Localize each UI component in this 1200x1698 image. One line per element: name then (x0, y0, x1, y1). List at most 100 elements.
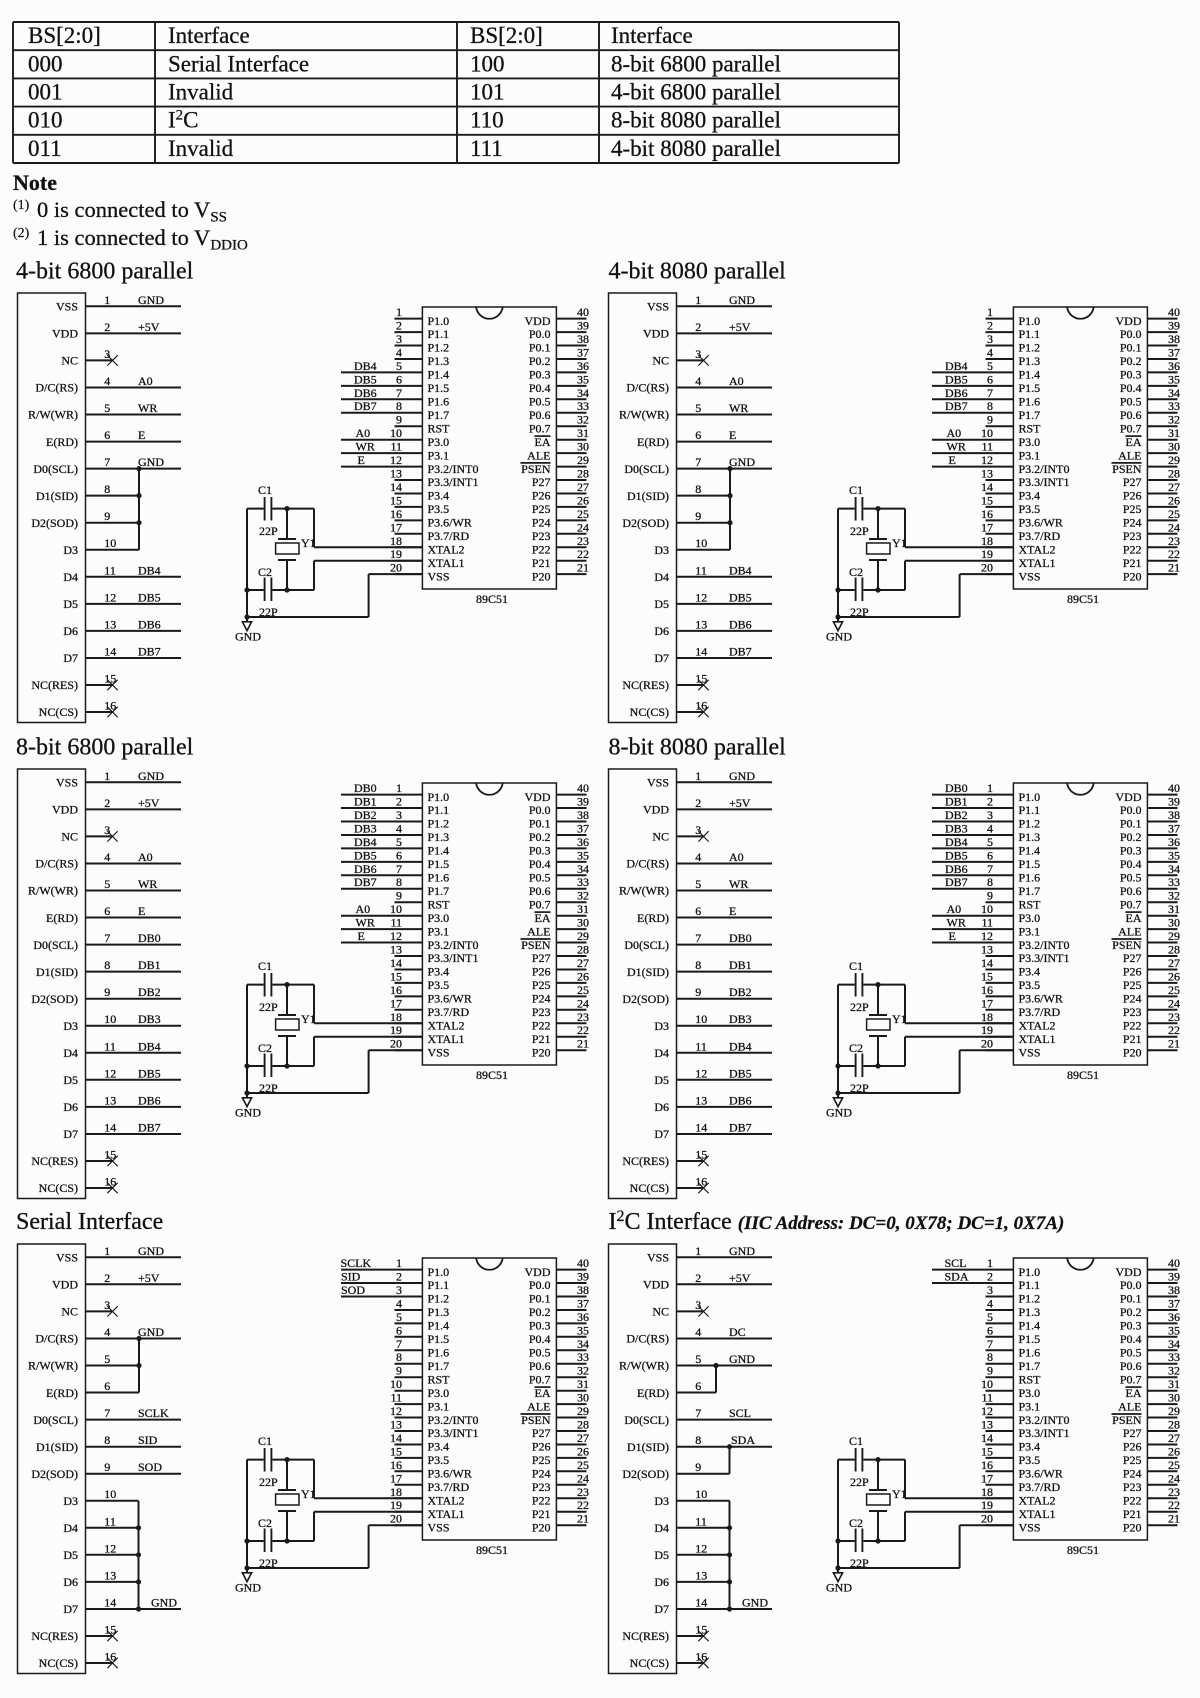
svg-text:8: 8 (396, 399, 402, 413)
svg-text:(2): (2) (13, 226, 30, 241)
svg-text:P1.6: P1.6 (428, 871, 450, 885)
svg-text:P23: P23 (1123, 1480, 1142, 1494)
svg-text:XTAL1: XTAL1 (428, 1032, 465, 1046)
svg-text:P24: P24 (1123, 1467, 1142, 1481)
svg-text:P0.7: P0.7 (1120, 897, 1142, 911)
svg-text:P21: P21 (1123, 1507, 1142, 1521)
svg-text:P3.3/INT1: P3.3/INT1 (428, 475, 479, 489)
svg-text:P3.0: P3.0 (1019, 435, 1041, 449)
svg-text:40: 40 (1168, 1256, 1180, 1270)
svg-text:D1(SID): D1(SID) (627, 965, 669, 979)
svg-text:3: 3 (104, 1298, 110, 1312)
svg-text:25: 25 (577, 983, 589, 997)
svg-text:P3.5: P3.5 (1019, 1453, 1041, 1467)
svg-text:27: 27 (1168, 956, 1180, 970)
svg-text:40: 40 (1168, 781, 1180, 795)
svg-text:DB6: DB6 (729, 1093, 752, 1107)
svg-text:7: 7 (104, 931, 110, 945)
svg-text:A0: A0 (138, 850, 153, 864)
svg-text:D6: D6 (63, 1100, 78, 1114)
svg-text:P20: P20 (1123, 1520, 1142, 1534)
svg-text:DB4: DB4 (138, 1039, 161, 1053)
svg-text:VDD: VDD (643, 803, 669, 817)
svg-text:GND: GND (826, 1106, 852, 1120)
svg-text:4: 4 (695, 850, 701, 864)
svg-text:P3.0: P3.0 (428, 911, 450, 925)
svg-text:A0: A0 (729, 850, 744, 864)
svg-text:P3.7/RD: P3.7/RD (1019, 529, 1061, 543)
svg-text:36: 36 (577, 835, 589, 849)
svg-text:P3.3/INT1: P3.3/INT1 (1019, 475, 1070, 489)
svg-text:E(RD): E(RD) (637, 911, 669, 925)
svg-text:DB7: DB7 (945, 399, 968, 413)
svg-text:36: 36 (577, 1310, 589, 1324)
svg-text:12: 12 (390, 929, 402, 943)
svg-text:P1.7: P1.7 (1019, 884, 1041, 898)
svg-text:P27: P27 (1123, 951, 1142, 965)
svg-text:P0.6: P0.6 (1120, 408, 1142, 422)
svg-text:39: 39 (1168, 319, 1180, 333)
svg-text:P0.2: P0.2 (1120, 354, 1142, 368)
svg-text:P1.6: P1.6 (428, 1346, 450, 1360)
svg-text:P1.5: P1.5 (1019, 381, 1041, 395)
svg-text:P1.4: P1.4 (1019, 844, 1041, 858)
svg-text:Serial Interface: Serial Interface (16, 1209, 163, 1235)
svg-text:24: 24 (577, 520, 589, 534)
svg-text:DB7: DB7 (138, 645, 161, 659)
svg-text:D4: D4 (654, 1521, 669, 1535)
svg-text:27: 27 (577, 480, 589, 494)
svg-text:DB7: DB7 (354, 399, 377, 413)
svg-text:3: 3 (695, 823, 701, 837)
svg-text:5: 5 (104, 1352, 110, 1366)
svg-text:DB6: DB6 (138, 1093, 161, 1107)
svg-text:P3.5: P3.5 (1019, 978, 1041, 992)
svg-text:11: 11 (695, 1039, 707, 1053)
svg-text:WR: WR (729, 401, 748, 415)
svg-text:D7: D7 (63, 1127, 78, 1141)
svg-text:P1.5: P1.5 (1019, 857, 1041, 871)
svg-text:4: 4 (987, 822, 993, 836)
svg-text:(1): (1) (13, 198, 30, 213)
svg-text:34: 34 (1168, 386, 1180, 400)
svg-text:29: 29 (1168, 1404, 1180, 1418)
svg-text:DB7: DB7 (138, 1121, 161, 1135)
svg-text:13: 13 (981, 943, 993, 957)
svg-text:P1.1: P1.1 (428, 803, 450, 817)
svg-text:R/W(WR): R/W(WR) (619, 408, 669, 422)
svg-text:33: 33 (577, 875, 589, 889)
svg-text:15: 15 (390, 969, 402, 983)
svg-text:P0.7: P0.7 (529, 1372, 551, 1386)
svg-text:P25: P25 (532, 1453, 551, 1467)
svg-text:VSS: VSS (56, 776, 78, 790)
svg-text:22P: 22P (850, 1081, 869, 1095)
svg-text:7: 7 (104, 455, 110, 469)
svg-text:GND: GND (729, 1244, 755, 1258)
svg-text:PSEN: PSEN (521, 1413, 551, 1427)
svg-text:2: 2 (987, 795, 993, 809)
svg-text:6: 6 (104, 428, 110, 442)
svg-text:DC: DC (729, 1325, 746, 1339)
svg-text:P22: P22 (532, 1019, 551, 1033)
svg-text:WR: WR (356, 916, 375, 930)
svg-text:18: 18 (390, 1010, 402, 1024)
svg-text:7: 7 (396, 1337, 402, 1351)
svg-text:16: 16 (104, 699, 116, 713)
svg-text:XTAL1: XTAL1 (428, 556, 465, 570)
svg-text:8: 8 (695, 958, 701, 972)
svg-text:D/C(RS): D/C(RS) (626, 857, 669, 871)
svg-text:15: 15 (104, 1148, 116, 1162)
svg-text:P20: P20 (532, 1520, 551, 1534)
svg-text:WR: WR (138, 877, 157, 891)
svg-text:E(RD): E(RD) (637, 1386, 669, 1400)
svg-text:DB6: DB6 (138, 617, 161, 631)
svg-text:26: 26 (577, 969, 589, 983)
svg-text:21: 21 (577, 1512, 589, 1526)
svg-text:15: 15 (104, 1623, 116, 1637)
svg-text:18: 18 (981, 534, 993, 548)
svg-text:9: 9 (987, 413, 993, 427)
svg-text:P0.6: P0.6 (1120, 1359, 1142, 1373)
svg-text:A0: A0 (356, 902, 371, 916)
svg-text:P25: P25 (1123, 502, 1142, 516)
svg-text:9: 9 (695, 509, 701, 523)
svg-text:4: 4 (396, 1297, 402, 1311)
